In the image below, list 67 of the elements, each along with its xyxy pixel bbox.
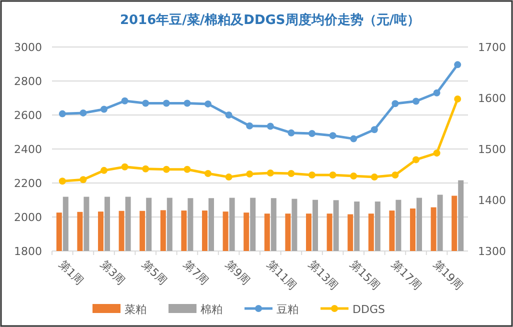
point [100,166,108,174]
x-tick-label: 第15周 [347,258,382,293]
point [184,100,191,107]
point [100,106,108,113]
point [80,109,87,116]
point [142,165,150,172]
point [58,110,66,118]
legend-label: 豆粕 [276,303,298,316]
point [184,166,191,173]
point [142,100,150,107]
point [350,135,358,142]
point [329,132,336,140]
x-tick-label: 第19周 [430,258,466,293]
point [204,100,212,108]
y-tick-label: 3000 [14,41,42,54]
point [121,163,128,170]
y2-tick-label: 1500 [478,143,506,156]
point [162,166,170,173]
y2-tick-label: 1300 [478,245,506,258]
point [392,172,399,179]
point [80,176,87,184]
y-tick-label: 2200 [14,177,42,190]
title: 2016年豆/菜/棉粕及DDGS周度均价走势（元/吨） [120,13,420,28]
point [412,98,420,105]
point [370,126,378,134]
point [308,172,316,179]
y-tick-label: 2600 [14,109,42,122]
point [266,122,274,130]
point [433,89,440,96]
y-tick-label: 1800 [14,245,42,258]
point [288,129,295,136]
point [288,170,295,177]
point [204,170,212,177]
legend-label: DDGS [352,303,385,316]
x-tick-label: 第9周 [222,258,252,288]
point [308,130,316,138]
point [246,122,254,130]
x-tick-label: 第13周 [306,258,341,293]
y2-tick-label: 1400 [478,194,506,207]
point [350,172,358,180]
point [225,174,232,181]
x-tick-label: 第17周 [389,258,424,293]
point [121,97,128,104]
point [433,150,440,157]
point [454,96,462,103]
y2-tick-label: 1700 [478,41,506,54]
point [412,156,420,164]
y-tick-label: 2000 [14,211,42,224]
legend-label: 菜粕 [124,303,146,316]
x-tick-label: 第7周 [181,258,211,288]
y-tick-label: 2400 [14,143,42,156]
point [392,100,399,108]
x-tick-label: 第1周 [56,258,86,288]
x-tick-label: 第5周 [139,258,170,288]
legend-label: 棉粕 [200,303,222,316]
point [246,170,254,178]
point [454,61,462,68]
point [370,174,378,181]
y2-tick-label: 1600 [478,92,506,105]
point [266,169,274,176]
point [329,172,336,179]
x-tick-label: 第3周 [98,258,128,288]
y-tick-label: 2800 [14,75,42,88]
point [225,112,232,118]
x-tick-label: 第11周 [264,258,299,293]
point [58,178,66,185]
point [162,100,170,107]
